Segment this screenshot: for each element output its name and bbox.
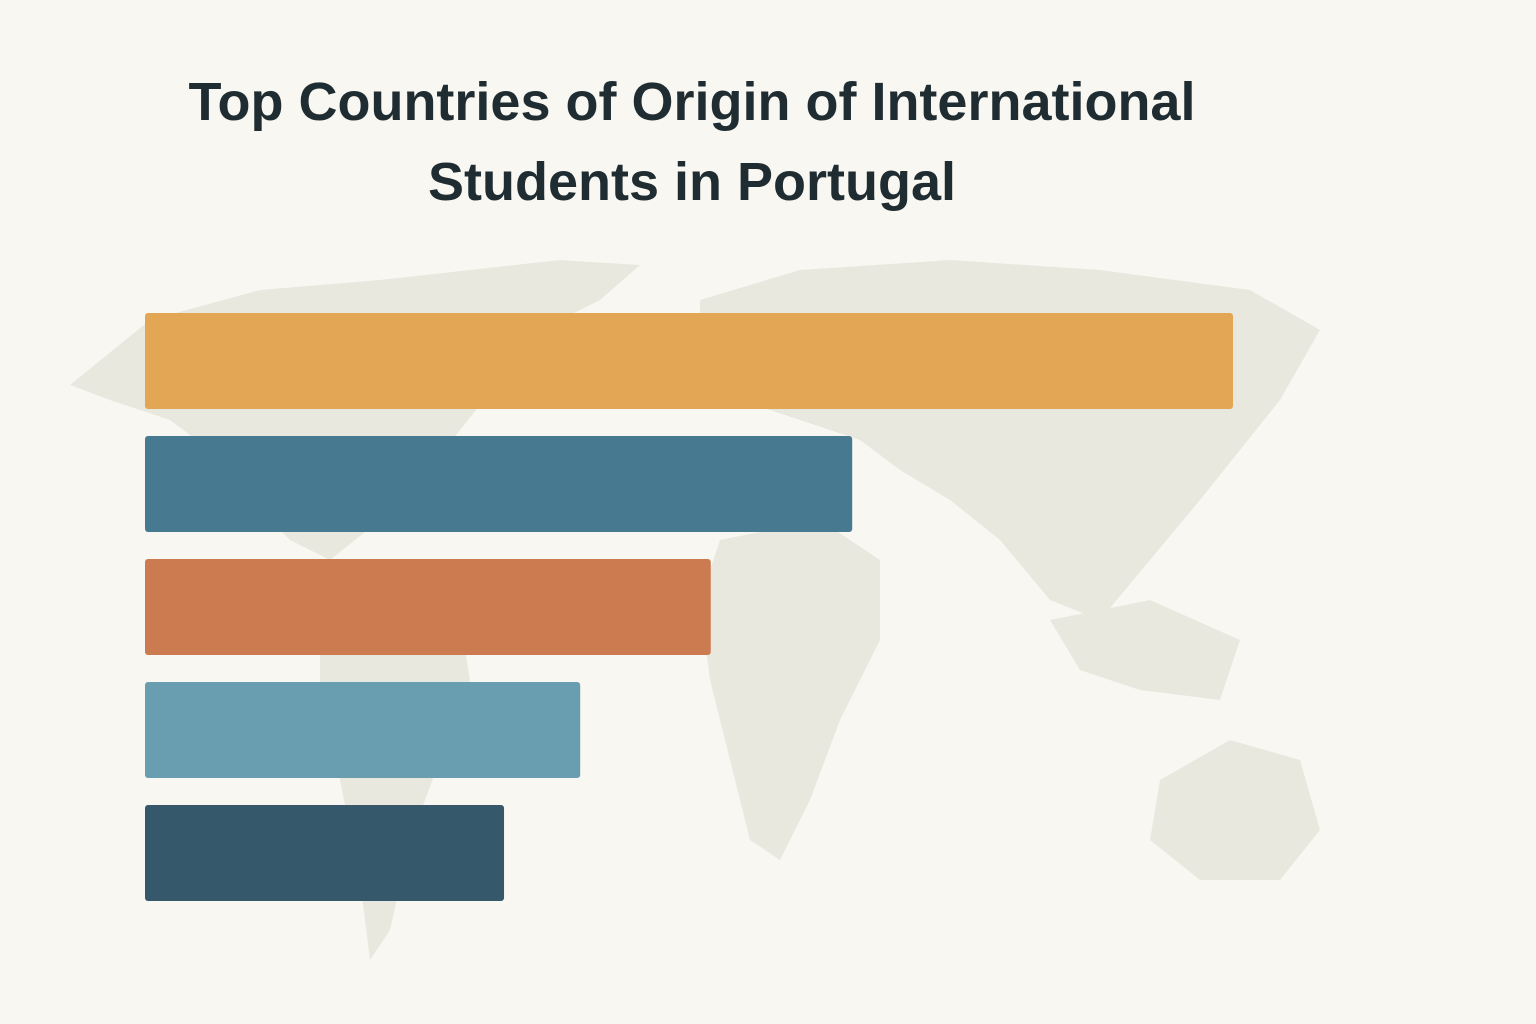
bar — [145, 682, 581, 778]
bar — [145, 559, 711, 655]
bar — [145, 436, 853, 532]
chart-title: Top Countries of Origin of International… — [188, 72, 1196, 212]
bar — [145, 313, 1233, 409]
bar — [145, 805, 505, 901]
